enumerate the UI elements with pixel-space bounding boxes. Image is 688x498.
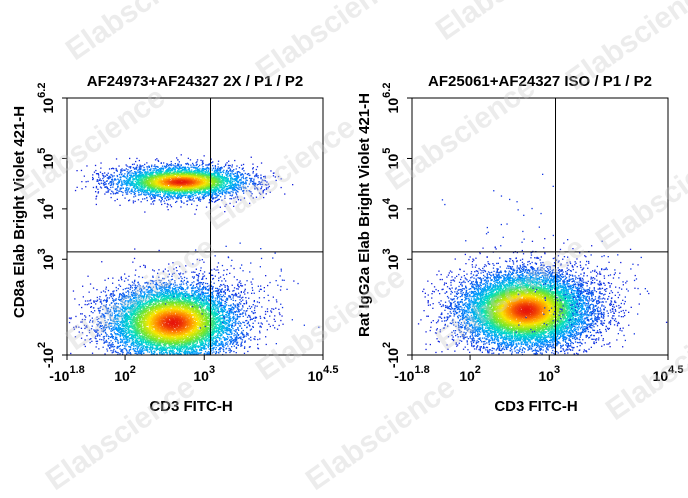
x-tick-base: 10	[459, 368, 475, 384]
y-tick-base: 10	[385, 154, 401, 170]
x-tick-label: 104.5	[653, 364, 684, 384]
x-tick-base: 10	[653, 368, 669, 384]
y-tick-base: 10	[40, 204, 56, 220]
x-axis-label: CD3 FITC-H	[494, 398, 577, 415]
y-tick-base: 10	[385, 254, 401, 270]
y-axis-label: CD8a Elab Bright Violet 421-H	[11, 106, 28, 318]
y-tick-exp: 6.2	[381, 83, 393, 98]
x-tick-label: 103	[193, 364, 215, 384]
x-tick-base: 10	[114, 368, 130, 384]
y-tick-label: 104	[381, 197, 401, 220]
y-tick-label: -102	[381, 342, 401, 368]
y-tick-exp: 5	[381, 148, 393, 154]
y-tick-base: 10	[385, 204, 401, 220]
y-tick-label: 105	[36, 148, 56, 170]
y-tick-label: 106.2	[381, 83, 401, 114]
y-axis-label: Rat IgG2a Elab Bright Violet 421-H	[356, 93, 373, 337]
chart-title: AF24973+AF24327 2X / P1 / P2	[87, 73, 303, 90]
x-tick-label: 102	[459, 364, 481, 384]
x-tick-base: 10	[308, 368, 324, 384]
x-axis-label: CD3 FITC-H	[149, 398, 232, 415]
y-tick-base: 10	[40, 254, 56, 270]
y-tick-exp: 3	[381, 248, 393, 254]
x-tick-base: 10	[193, 368, 209, 384]
y-tick-base: -10	[385, 348, 401, 368]
x-tick-exp: 1.8	[414, 364, 429, 376]
y-tick-exp: 4	[36, 197, 48, 204]
y-tick-label: 103	[381, 248, 401, 270]
y-tick-label: -102	[36, 342, 56, 368]
chart-title: AF25061+AF24327 ISO / P1 / P2	[428, 73, 652, 90]
y-tick-base: 10	[40, 98, 56, 114]
x-tick-base: -10	[394, 368, 414, 384]
y-tick-label: 106.2	[36, 83, 56, 114]
x-tick-exp: 4.5	[668, 364, 683, 376]
x-tick-exp: 1.8	[69, 364, 84, 376]
y-tick-label: 103	[36, 248, 56, 270]
y-tick-exp: 4	[381, 197, 393, 204]
y-tick-label: 104	[36, 197, 56, 220]
x-tick-exp: 4.5	[323, 364, 338, 376]
y-tick-exp: 2	[36, 342, 48, 348]
y-tick-exp: 3	[36, 248, 48, 254]
x-tick-exp: 2	[130, 364, 136, 376]
event-cloud-1	[69, 154, 320, 355]
x-tick-label: 102	[114, 364, 136, 384]
x-tick-label: 103	[538, 364, 560, 384]
y-tick-base: 10	[385, 98, 401, 114]
x-tick-base: 10	[538, 368, 554, 384]
event-cloud-2	[418, 174, 667, 356]
x-tick-exp: 3	[554, 364, 560, 376]
y-tick-base: 10	[40, 154, 56, 170]
y-tick-exp: 6.2	[36, 83, 48, 98]
y-tick-exp: 2	[381, 342, 393, 348]
x-tick-base: -10	[49, 368, 69, 384]
x-tick-exp: 3	[209, 364, 215, 376]
y-tick-base: -10	[40, 348, 56, 368]
x-tick-exp: 2	[475, 364, 481, 376]
x-tick-label: 104.5	[308, 364, 339, 384]
y-tick-label: 105	[381, 148, 401, 170]
y-tick-exp: 5	[36, 148, 48, 154]
